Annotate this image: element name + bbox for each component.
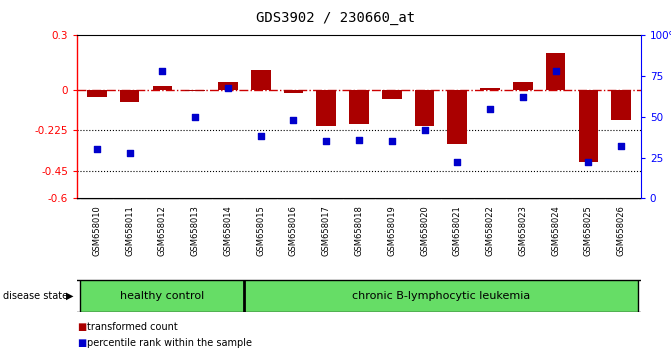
- Point: [517, 95, 528, 100]
- Text: GSM658011: GSM658011: [125, 205, 134, 256]
- Text: transformed count: transformed count: [87, 322, 178, 332]
- Text: percentile rank within the sample: percentile rank within the sample: [87, 338, 252, 348]
- Text: ■: ■: [77, 322, 87, 332]
- Bar: [119, 90, 140, 102]
- Text: GSM658019: GSM658019: [387, 205, 397, 256]
- Text: GSM658012: GSM658012: [158, 205, 167, 256]
- Point: [157, 68, 168, 74]
- Bar: [251, 70, 270, 90]
- Bar: [218, 82, 238, 90]
- Text: GSM658014: GSM658014: [223, 205, 232, 256]
- Point: [124, 150, 135, 155]
- Point: [321, 138, 331, 144]
- Bar: [611, 90, 631, 120]
- Bar: [317, 90, 336, 126]
- Point: [288, 117, 299, 123]
- Text: GSM658026: GSM658026: [617, 205, 625, 256]
- Bar: [415, 90, 434, 126]
- Point: [452, 160, 463, 165]
- Text: GSM658015: GSM658015: [256, 205, 265, 256]
- Bar: [513, 82, 533, 90]
- Text: GDS3902 / 230660_at: GDS3902 / 230660_at: [256, 11, 415, 25]
- Text: GSM658016: GSM658016: [289, 205, 298, 256]
- Text: GSM658021: GSM658021: [453, 205, 462, 256]
- Bar: [284, 90, 303, 93]
- Bar: [87, 90, 107, 97]
- Text: GSM658013: GSM658013: [191, 205, 200, 256]
- Bar: [578, 90, 599, 162]
- Point: [550, 68, 561, 74]
- Bar: [81, 280, 244, 312]
- Bar: [349, 90, 369, 124]
- Text: disease state: disease state: [3, 291, 68, 301]
- Point: [223, 85, 234, 90]
- Text: chronic B-lymphocytic leukemia: chronic B-lymphocytic leukemia: [352, 291, 530, 301]
- Text: ▶: ▶: [66, 291, 74, 301]
- Point: [190, 114, 201, 120]
- Bar: [382, 90, 401, 99]
- Text: GSM658022: GSM658022: [486, 205, 495, 256]
- Point: [484, 106, 495, 112]
- Bar: [152, 86, 172, 90]
- Text: GSM658024: GSM658024: [551, 205, 560, 256]
- Point: [354, 137, 364, 142]
- Text: GSM658018: GSM658018: [354, 205, 364, 256]
- Bar: [448, 90, 467, 144]
- Point: [386, 138, 397, 144]
- Point: [255, 133, 266, 139]
- Point: [616, 143, 627, 149]
- Bar: [546, 53, 566, 90]
- Text: healthy control: healthy control: [120, 291, 205, 301]
- Text: GSM658020: GSM658020: [420, 205, 429, 256]
- Bar: [480, 88, 500, 90]
- Point: [583, 160, 594, 165]
- Bar: [185, 90, 205, 91]
- Text: GSM658017: GSM658017: [321, 205, 331, 256]
- Point: [91, 147, 102, 152]
- Text: ■: ■: [77, 338, 87, 348]
- Point: [419, 127, 430, 133]
- Bar: [244, 280, 637, 312]
- Text: GSM658025: GSM658025: [584, 205, 593, 256]
- Text: GSM658010: GSM658010: [93, 205, 101, 256]
- Text: GSM658023: GSM658023: [518, 205, 527, 256]
